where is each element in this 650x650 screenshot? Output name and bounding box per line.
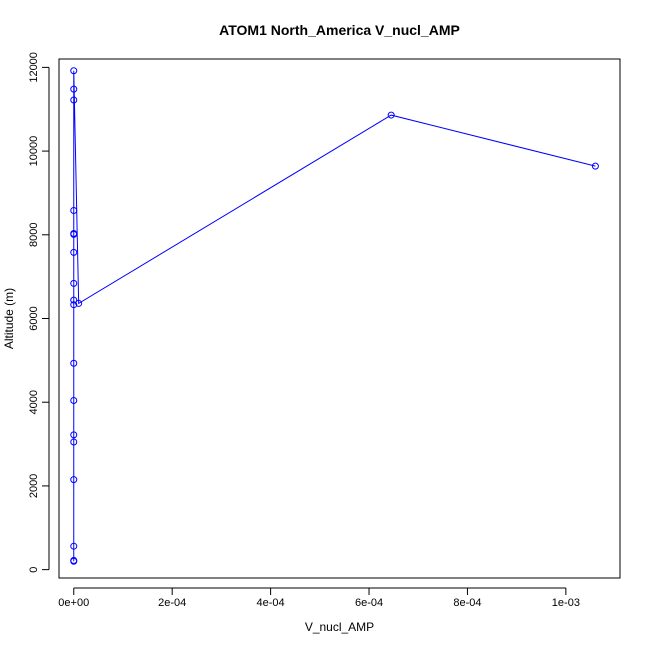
x-tick-label: 2e-04	[158, 597, 186, 609]
data-point	[70, 359, 78, 367]
x-axis-ticks: 0e+00 2e-04 4e-04 6e-04 8e-04 1e-03	[58, 588, 580, 609]
y-tick-label: 6000	[28, 306, 40, 330]
data-point	[70, 556, 78, 564]
x-tick-label: 0e+00	[58, 597, 89, 609]
y-tick-label: 4000	[28, 390, 40, 414]
data-point	[70, 397, 78, 405]
data-point	[70, 207, 78, 215]
data-point	[70, 431, 78, 439]
x-tick-label: 1e-03	[552, 597, 580, 609]
data-point	[70, 438, 78, 446]
data-point	[591, 162, 599, 170]
chart-title: ATOM1 North_America V_nucl_AMP	[219, 22, 460, 38]
plot-frame	[58, 58, 621, 579]
x-tick-label: 8e-04	[453, 597, 481, 609]
data-point	[70, 248, 78, 256]
data-point	[70, 279, 78, 287]
series-layer	[70, 67, 599, 565]
data-point	[70, 301, 78, 309]
x-axis-label: V_nucl_AMP	[305, 620, 374, 634]
data-point	[70, 85, 78, 93]
y-tick-label: 12000	[28, 52, 40, 83]
y-tick-label: 0	[28, 567, 40, 573]
data-point	[70, 296, 78, 304]
data-point	[70, 542, 78, 550]
y-tick-label: 10000	[28, 136, 40, 167]
x-tick-label: 6e-04	[355, 597, 383, 609]
y-axis-label: Altitude (m)	[2, 288, 16, 349]
data-point	[75, 299, 83, 307]
x-tick-label: 4e-04	[257, 597, 285, 609]
data-point	[70, 67, 78, 75]
data-point	[70, 476, 78, 484]
series-line	[73, 70, 596, 562]
y-tick-label: 8000	[28, 223, 40, 247]
data-point	[70, 230, 78, 238]
y-tick-label: 2000	[28, 474, 40, 498]
data-point	[70, 96, 78, 104]
data-point	[387, 111, 395, 119]
y-axis-ticks: 0 2000 4000 6000 8000 10000 12000	[28, 52, 49, 573]
